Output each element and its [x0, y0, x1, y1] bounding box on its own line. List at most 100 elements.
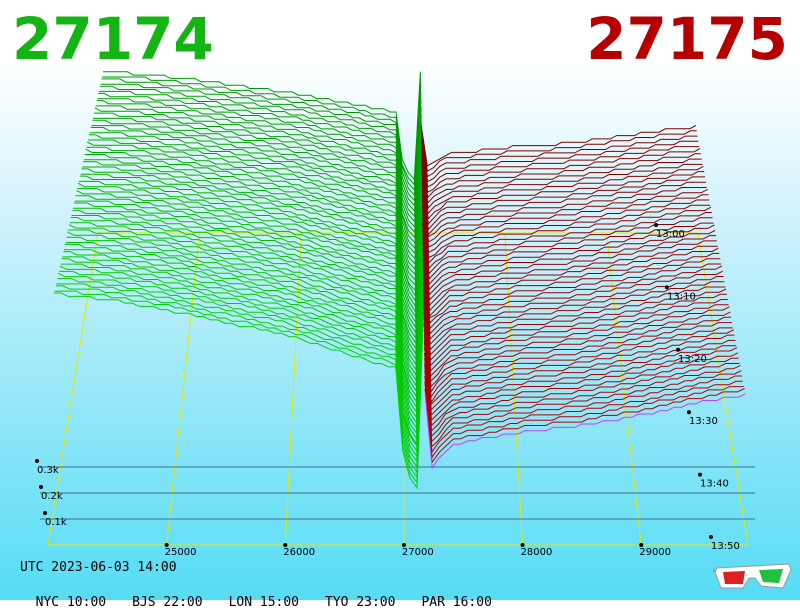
ask-snapshot-line — [424, 375, 743, 448]
ask-snapshot-line — [421, 194, 709, 243]
bid-snapshot-line — [86, 146, 423, 287]
bid-snapshot-line — [76, 190, 423, 351]
ask-snapshot-line — [423, 311, 731, 377]
bid-snapshot-line — [82, 163, 423, 313]
ask-snapshot-line — [424, 364, 741, 438]
ask-snapshot-line — [421, 165, 704, 215]
ask-snapshot-line — [423, 299, 728, 362]
x-tick-label: 26000 — [283, 547, 315, 558]
bid-snapshot-line — [59, 270, 425, 458]
time-tick-mark — [676, 347, 680, 352]
grid-price-line — [504, 232, 524, 546]
ask-snapshot-line — [423, 339, 736, 406]
ask-snapshot-line — [424, 380, 743, 454]
clock-bjs: BJS 22:00 — [132, 595, 203, 610]
bid-snapshot-line — [79, 175, 423, 329]
bid-snapshot-line — [64, 243, 424, 425]
time-tick-mark — [698, 472, 702, 477]
bid-snapshot-line — [57, 278, 425, 469]
ask-snapshot-line — [420, 140, 699, 183]
x-tick-label: 25000 — [165, 547, 197, 558]
bid-snapshot-line — [89, 134, 422, 271]
bid-snapshot-line — [59, 265, 425, 453]
bid-snapshot-line — [71, 215, 424, 382]
ask-snapshot-line — [422, 217, 713, 270]
ask-snapshot-line — [422, 265, 723, 325]
ask-snapshot-line — [421, 143, 700, 188]
bid-snapshot-line — [83, 161, 423, 308]
bid-snapshot-line — [99, 85, 422, 202]
depth-tick-label: 0.2k — [41, 491, 63, 502]
ask-snapshot-line — [423, 306, 730, 372]
ask-snapshot-line — [421, 188, 708, 238]
ask-snapshot-line — [424, 357, 739, 427]
ask-snapshot-line — [422, 258, 721, 317]
ask-snapshot-line — [422, 235, 716, 291]
x-tick-mark — [283, 543, 288, 547]
depth-tick-mark — [35, 459, 39, 463]
bid-price: 27174 — [12, 5, 214, 73]
bid-snapshot-line — [87, 141, 423, 281]
ask-snapshot-line — [420, 125, 697, 167]
bid-snapshot-line — [74, 202, 424, 366]
bid-snapshot-line — [54, 287, 425, 485]
bid-snapshot-line — [102, 73, 421, 186]
bid-snapshot-line — [73, 204, 424, 372]
bid-snapshot-line — [84, 156, 423, 303]
bid-snapshot-line — [85, 148, 423, 292]
ask-snapshot-line — [422, 270, 723, 330]
ask-snapshot-line — [423, 334, 735, 404]
ask-snapshot-line — [423, 316, 732, 383]
bid-snapshot-line — [77, 182, 423, 340]
ask-snapshot-line — [421, 163, 703, 210]
ask-snapshot-line — [424, 363, 740, 432]
ask-snapshot-line — [422, 212, 712, 265]
bid-snapshot-line — [79, 180, 423, 335]
bid-snapshot-line — [100, 83, 422, 197]
ask-snapshot-line — [423, 329, 734, 399]
clock-lon: LON 15:00 — [228, 595, 300, 610]
time-tick-label: 13:20 — [678, 354, 707, 365]
ask-snapshot-line — [423, 342, 737, 411]
bid-snapshot-line — [81, 168, 423, 319]
bid-snapshot-line — [98, 92, 422, 213]
time-tick-label: 13:40 — [700, 479, 729, 490]
time-tick-label: 13:50 — [711, 541, 740, 552]
depth-tick-label: 0.3k — [37, 465, 59, 476]
bid-snapshot-line — [103, 71, 421, 181]
clock-nyc: NYC 10:00 — [35, 595, 107, 610]
bid-snapshot-line — [94, 112, 422, 239]
bid-snapshot-line — [63, 251, 424, 435]
bid-depth-series — [54, 71, 425, 490]
bid-snapshot-line — [74, 197, 424, 361]
ask-snapshot-line — [421, 204, 711, 254]
ask-snapshot-line — [424, 393, 746, 470]
bid-snapshot-line — [70, 217, 424, 388]
bid-snapshot-line — [92, 119, 422, 250]
bid-snapshot-line — [68, 224, 424, 398]
ask-snapshot-line — [424, 370, 742, 443]
depth-tick-label: 0.1k — [45, 517, 67, 528]
bid-snapshot-line — [61, 258, 425, 446]
bid-snapshot-line — [56, 280, 425, 474]
bid-snapshot-line — [60, 263, 425, 448]
x-tick-mark — [520, 543, 525, 547]
time-tick-mark — [709, 535, 713, 539]
ask-snapshot-line — [421, 153, 701, 199]
ask-snapshot-line — [421, 171, 705, 220]
ask-snapshot-line — [424, 383, 744, 459]
bid-snapshot-line — [65, 239, 424, 419]
bid-snapshot-line — [64, 246, 424, 430]
depth-tick-mark — [43, 511, 47, 515]
bid-snapshot-line — [80, 173, 423, 324]
3d-glasses-icon[interactable] — [713, 560, 793, 592]
ask-snapshot-line — [421, 148, 701, 193]
bid-snapshot-line — [96, 100, 422, 223]
ask-price: 27175 — [586, 5, 788, 73]
bid-snapshot-line — [101, 78, 422, 192]
bid-snapshot-line — [75, 195, 423, 356]
bid-snapshot-line — [66, 236, 424, 414]
ask-snapshot-line — [422, 224, 715, 280]
ask-snapshot-line — [423, 288, 727, 351]
